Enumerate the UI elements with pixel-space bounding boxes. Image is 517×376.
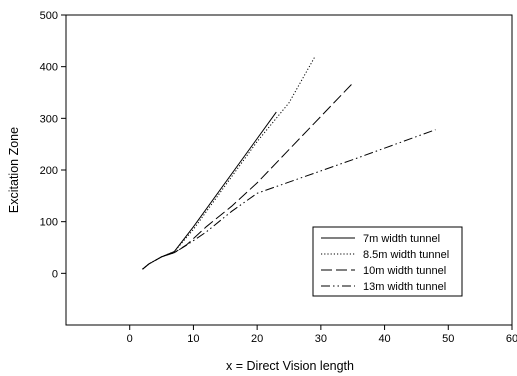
x-tick-label: 50 <box>442 333 454 345</box>
x-axis-label: x = Direct Vision length <box>226 359 354 373</box>
x-tick-label: 60 <box>506 333 517 345</box>
y-tick-label: 500 <box>40 10 58 22</box>
legend-label: 13m width tunnel <box>363 281 446 293</box>
series-lines <box>142 57 436 270</box>
axis-ticks: 0 10 20 30 40 50 60 0 100 200 300 400 500 <box>40 10 517 345</box>
series-line-1 <box>142 111 277 270</box>
legend: 7m width tunnel 8.5m width tunnel 10m widt… <box>312 226 463 297</box>
x-tick-label: 40 <box>378 333 390 345</box>
legend-box <box>312 226 463 297</box>
y-tick-label: 300 <box>40 113 58 125</box>
y-tick-label: 400 <box>40 62 58 74</box>
legend-label: 10m width tunnel <box>363 265 446 277</box>
series-line-2 <box>142 57 315 270</box>
legend-label: 7m width tunnel <box>363 233 440 245</box>
y-tick-label: 0 <box>52 268 58 280</box>
x-tick-label: 30 <box>315 333 327 345</box>
y-axis-label: Excitation Zone <box>7 127 21 213</box>
x-tick-label: 20 <box>251 333 263 345</box>
x-tick-label: 0 <box>127 333 133 345</box>
y-tick-label: 100 <box>40 217 58 229</box>
legend-label: 8.5m width tunnel <box>363 249 449 261</box>
series-line-3 <box>142 82 354 270</box>
y-tick-label: 200 <box>40 165 58 177</box>
x-tick-label: 10 <box>187 333 199 345</box>
